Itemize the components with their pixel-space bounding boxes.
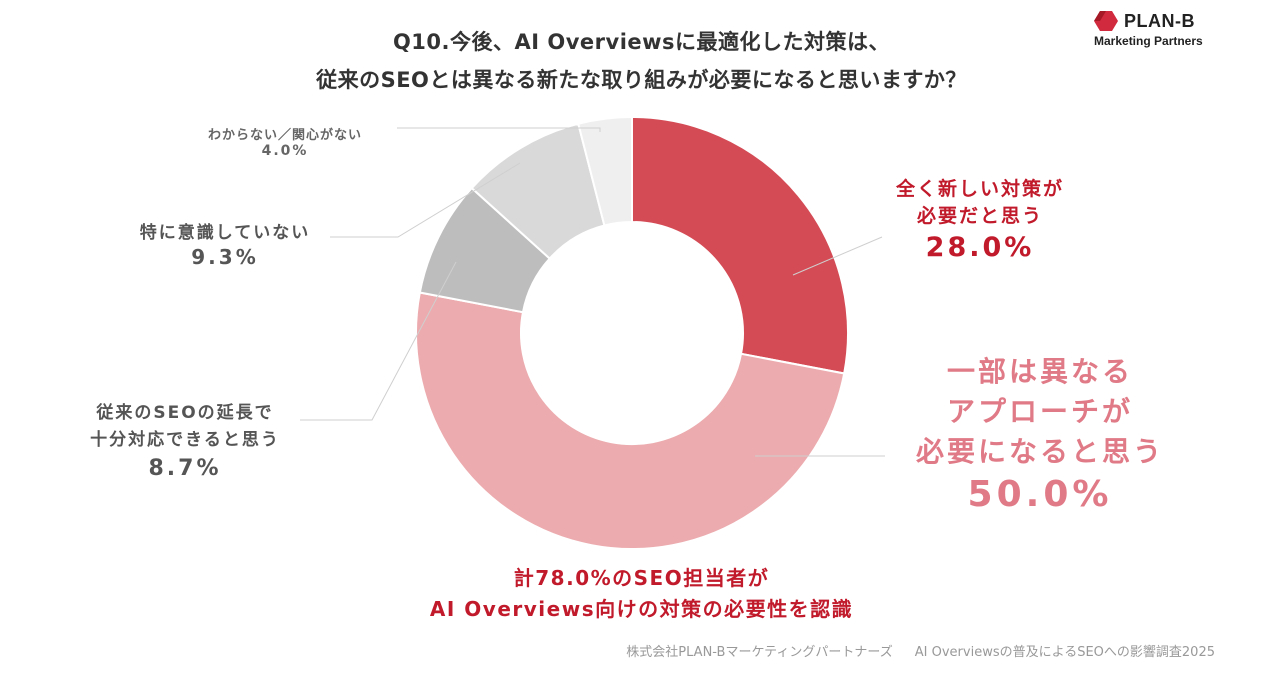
- slice-label-text: 特に意識していない: [139, 223, 311, 243]
- slice-value-label: 50.0%: [967, 474, 1113, 515]
- slice-label-unknown: わからない／関心がない 4.0%: [180, 124, 390, 159]
- slice-unknown: [577, 115, 633, 227]
- source-footer: 株式会社PLAN-Bマーケティングパートナーズ AI Overviewsの普及によ…: [626, 641, 1215, 660]
- summary-callout: 計78.0%のSEO担当者が AI Overviews向けの対策の必要性を認識: [0, 563, 1283, 625]
- slice-value-label: 28.0%: [925, 232, 1035, 263]
- brand-logo: PLAN-B Marketing Partners: [1094, 10, 1269, 48]
- brand-subtitle: Marketing Partners: [1094, 34, 1203, 48]
- slice-label-text: 全く新しい対策が: [895, 178, 1064, 200]
- plan-b-logo-icon: [1094, 11, 1118, 31]
- slice-label-new: 全く新しい対策が 必要だと思う 28.0%: [865, 176, 1095, 263]
- chart-title-line2: 従来のSEOとは異なる新たな取り組みが必要になると思いますか？: [316, 68, 967, 92]
- slice-label-text: 従来のSEOの延長で: [96, 403, 274, 423]
- slice-value-label: 9.3%: [191, 245, 259, 269]
- slice-new-approach: [631, 115, 849, 375]
- brand-name: PLAN-B: [1124, 10, 1195, 31]
- slice-value-label: 8.7%: [148, 456, 222, 481]
- slice-label-text: アプローチが: [946, 395, 1133, 428]
- leader-line-noconscious: [330, 162, 521, 238]
- footer-company: 株式会社PLAN-Bマーケティングパートナーズ: [626, 645, 893, 660]
- chart-title-line1: Q10.今後、AI Overviewsに最適化した対策は、: [392, 30, 891, 54]
- callout-line2: AI Overviews向けの対策の必要性を認識: [429, 597, 854, 621]
- callout-line1: 計78.0%のSEO担当者が: [513, 566, 770, 590]
- slice-label-partial: 一部は異なる アプローチが 必要になると思う 50.0%: [885, 352, 1195, 515]
- footer-survey: AI Overviewsの普及によるSEOへの影響調査2025: [914, 645, 1215, 660]
- slice-label-text: 一部は異なる: [946, 355, 1133, 388]
- leader-line-extension: [300, 261, 457, 421]
- slice-label-extension: 従来のSEOの延長で 十分対応できると思う 8.7%: [60, 400, 310, 481]
- slice-label-noconscious: 特に意識していない 9.3%: [110, 218, 340, 269]
- slice-label-text: 十分対応できると思う: [90, 430, 280, 450]
- leader-line-unknown: [397, 127, 601, 132]
- slice-label-text: 必要だと思う: [916, 205, 1043, 227]
- slice-partial-approach: [415, 291, 846, 551]
- leader-line-new: [792, 236, 883, 276]
- slice-label-text: わからない／関心がない: [207, 128, 362, 143]
- slice-label-text: 必要になると思う: [915, 435, 1164, 468]
- slice-value-label: 4.0%: [261, 143, 309, 159]
